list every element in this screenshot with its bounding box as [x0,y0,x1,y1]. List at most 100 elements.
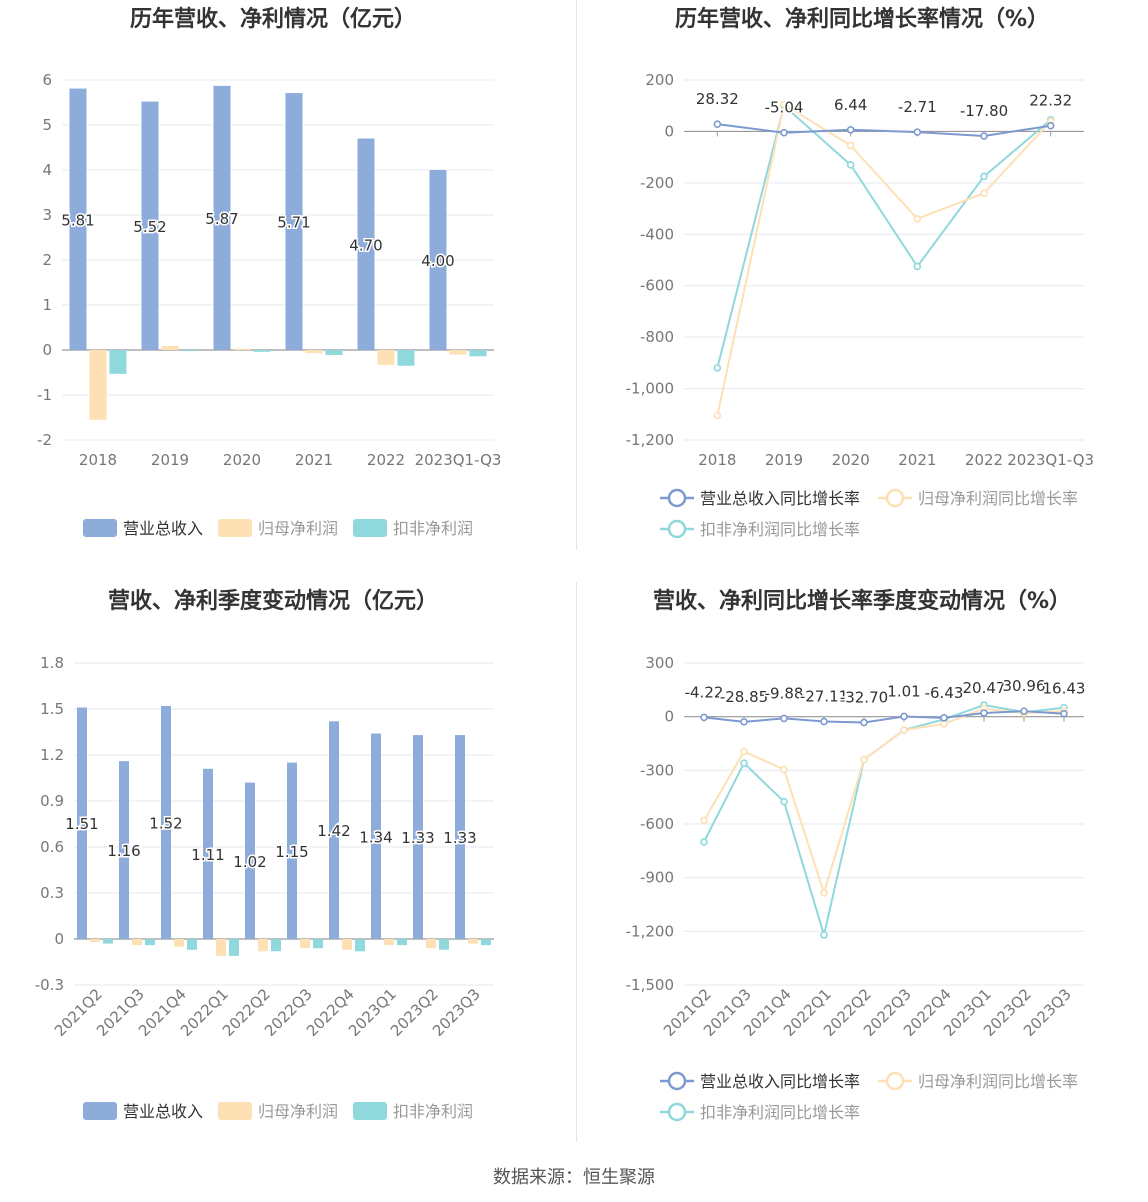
data-label: 20.47 [963,679,1006,697]
series-point [713,411,722,420]
data-label: -28.85 [720,688,768,706]
legend-label: 归母净利润 [258,519,338,538]
bar-revenue [119,761,129,939]
y-tick-label: -200 [640,174,674,192]
legend-swatch-marker [667,488,687,508]
series-point [740,747,748,756]
series-point [860,755,868,764]
series-point [940,714,948,722]
series-point [780,714,788,723]
bar-net-profit [233,348,251,350]
bar-revenue [141,101,159,350]
bar-net-profit [468,939,478,944]
series-point [780,100,788,109]
legend-swatch-marker [667,1102,687,1122]
bar-deducted-profit [271,939,281,952]
legend-item: 扣非净利润 [353,519,473,538]
series-point [740,759,748,767]
legend-swatch-marker [885,1071,905,1091]
y-tick-label: -1,500 [626,976,674,994]
bar-deducted-profit [481,939,491,946]
bar-net-profit [90,939,100,943]
legend-item: 扣非净利润 [353,1102,473,1121]
series-point [980,172,988,181]
data-label: 1.42 [317,822,350,840]
bar-revenue [413,735,423,939]
data-label: 1.15 [275,843,308,861]
legend-label: 营业总收入同比增长率 [700,1072,860,1091]
data-label: 1.33 [401,829,434,847]
y-tick-label: 0.9 [40,792,64,810]
bar-net-profit [258,939,268,952]
x-tick-label: 2021 [295,451,333,469]
legend-item: 扣非净利润同比增长率 [660,1102,860,1122]
legend-item: 归母净利润同比增长率 [878,488,1078,508]
series-point [980,132,988,140]
data-label: -27.11 [800,688,848,706]
legend-label: 扣非净利润同比增长率 [700,1103,860,1122]
bar-net-profit [216,939,226,956]
bar-deducted-profit [439,939,449,950]
legend-item: 营业总收入 [83,519,203,538]
bar-net-profit [300,939,310,949]
data-label: 1.33 [443,829,476,847]
quarterly-growth-chart: 营收、净利同比增长率季度变动情况（%） 300 0 -300 -600 -900 -1,20… [626,588,1087,1122]
legend-swatch-marker [667,1071,687,1091]
series-point [846,161,855,169]
bar-revenue [245,782,255,939]
series-point [780,765,788,774]
series-point [900,726,908,734]
data-label: 5.81 [61,211,94,229]
series-point [846,125,855,134]
data-label: 5.52 [133,218,166,236]
chart-title: 营收、净利同比增长率季度变动情况（%） [653,588,1071,614]
y-tick-label: -1,200 [626,922,674,940]
y-tick-label: -600 [640,277,674,295]
series-line-deducted-profit-growth [716,103,1052,369]
series-point [980,189,988,197]
series-point [740,718,748,726]
data-label: 4.00 [421,252,454,270]
data-label: 30.96 [1003,677,1046,695]
data-label: 16.43 [1043,680,1086,698]
y-tick-label: -400 [640,225,674,243]
bar-net-profit [161,345,179,350]
series-point [940,720,948,728]
bar-deducted-profit [145,939,155,946]
series-point [913,215,922,223]
x-tick-label: 2020 [223,451,261,469]
x-tick-label: 2019 [151,451,189,469]
data-label: 5.71 [277,214,310,232]
legend-swatch-marker [667,519,687,539]
data-label: 5.87 [205,210,238,228]
bar-deducted-profit [397,350,415,366]
y-tick-label: -300 [640,761,674,779]
y-tick-label: 1.5 [40,700,64,718]
y-tick-label: 1.8 [40,654,64,672]
data-label: -6.43 [925,684,964,702]
bar-deducted-profit [103,939,113,944]
y-tick-label: -600 [640,815,674,833]
series-point [913,262,922,271]
legend-label: 营业总收入 [123,519,203,538]
series-point [780,797,788,806]
legend-label: 归母净利润 [258,1102,338,1121]
bar-net-profit [132,939,142,946]
legend-label: 扣非净利润同比增长率 [700,520,860,539]
bar-deducted-profit [187,939,197,950]
y-tick-label: -0.3 [35,976,64,994]
data-label: 1.16 [107,842,140,860]
bar-revenue [203,768,213,939]
legend-label: 归母净利润同比增长率 [918,1072,1078,1091]
chart-title: 历年营收、净利同比增长率情况（%） [675,6,1049,32]
bar-deducted-profit [109,350,127,374]
bar-revenue [287,762,297,939]
series-point [820,931,828,939]
x-tick-label: 2023Q1-Q3 [415,451,502,469]
y-tick-label: -1 [37,386,52,404]
y-tick-label: 200 [645,71,674,89]
y-tick-label: 4 [42,161,52,179]
bar-deducted-profit [313,939,323,949]
series-line-revenue-growth [703,710,1065,724]
data-label: -9.88 [765,684,804,702]
